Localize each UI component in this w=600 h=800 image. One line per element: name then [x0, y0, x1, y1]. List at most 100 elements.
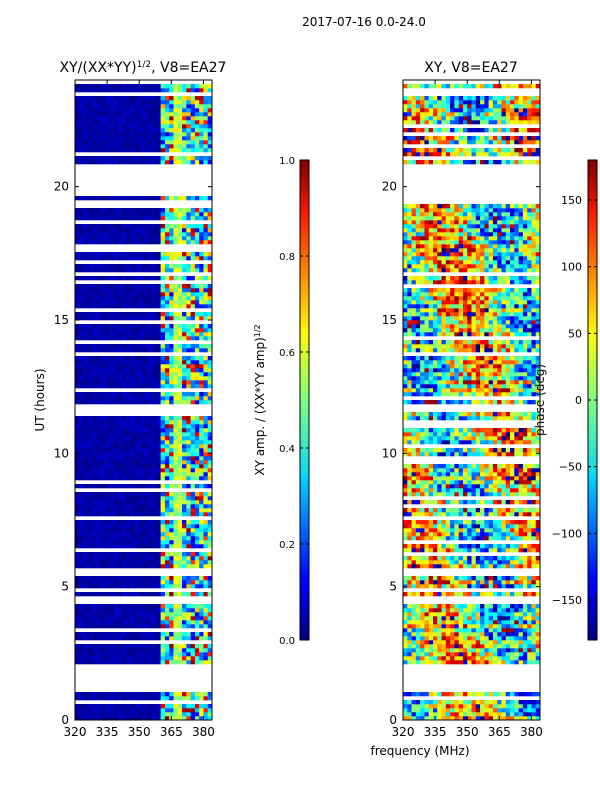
heatmap-cell [156, 484, 161, 489]
heatmap-cell [194, 116, 200, 121]
heatmap-cell [147, 296, 153, 301]
heatmap-cell [194, 400, 200, 405]
heatmap-cell [207, 648, 212, 653]
heatmap-cell [75, 316, 80, 321]
heatmap-cell [83, 616, 89, 621]
heatmap-cell [104, 484, 110, 489]
heatmap-cell [130, 704, 136, 709]
heatmap-cell [510, 560, 515, 565]
heatmap-cell [130, 508, 136, 513]
heatmap-cell [96, 252, 101, 257]
heatmap-cell [152, 604, 157, 609]
heatmap-cell [169, 536, 174, 541]
heatmap-cell [122, 356, 127, 361]
heatmap-cell [109, 344, 114, 349]
heatmap-cell [109, 332, 114, 337]
heatmap-cell [100, 492, 106, 497]
heatmap-cell [79, 112, 84, 117]
heatmap-cell [87, 160, 93, 165]
heatmap-cell [403, 616, 408, 621]
heatmap-cell [75, 616, 80, 621]
heatmap-cell [96, 708, 101, 713]
heatmap-cell [505, 624, 511, 629]
heatmap-cell [199, 108, 204, 113]
heatmap-cell [471, 616, 477, 621]
heatmap-cell [130, 436, 136, 441]
heatmap-cell [450, 716, 455, 720]
heatmap-cell [79, 224, 84, 229]
heatmap-cell [130, 100, 136, 105]
heatmap-cell [147, 612, 153, 617]
heatmap-cell [445, 660, 451, 665]
heatmap-cell [134, 648, 140, 653]
heatmap-cell [169, 284, 174, 289]
heatmap-cell [475, 520, 481, 525]
heatmap-cell [480, 628, 485, 633]
heatmap-cell [480, 580, 485, 585]
heatmap-cell [450, 548, 455, 553]
heatmap-cell [79, 116, 84, 121]
heatmap-cell [415, 608, 421, 613]
heatmap-cell [190, 344, 196, 349]
heatmap-cell [173, 328, 179, 333]
heatmap-cell [182, 324, 187, 329]
heatmap-cell [160, 160, 166, 165]
heatmap-cell [83, 264, 89, 269]
heatmap-cell [152, 592, 157, 597]
heatmap-cell [130, 444, 136, 449]
heatmap-cell [126, 476, 131, 481]
heatmap-cell [134, 228, 140, 233]
heatmap-cell [122, 292, 127, 297]
heatmap-cell [190, 156, 196, 161]
heatmap-cell [514, 524, 519, 529]
heatmap-cell [190, 136, 196, 141]
heatmap-cell [471, 492, 477, 497]
heatmap-cell [415, 584, 421, 589]
heatmap-cell [484, 564, 489, 569]
heatmap-cell [87, 440, 93, 445]
heatmap-cell [411, 488, 417, 493]
heatmap-cell [407, 492, 412, 497]
heatmap-cell [535, 716, 540, 720]
heatmap-cell [505, 500, 511, 505]
heatmap-cell [100, 428, 106, 433]
heatmap-cell [522, 500, 528, 505]
heatmap-cell [169, 552, 174, 557]
heatmap-cell [92, 452, 97, 457]
heatmap-cell [75, 704, 80, 709]
heatmap-cell [117, 500, 123, 505]
heatmap-cell [186, 212, 191, 217]
heatmap-cell [130, 124, 136, 129]
heatmap-cell [424, 528, 429, 533]
heatmap-cell [122, 492, 127, 497]
heatmap-cell [160, 156, 166, 161]
heatmap-cell [156, 692, 161, 697]
heatmap-cell [207, 96, 212, 101]
heatmap-cell [207, 240, 212, 245]
heatmap-cell [415, 536, 421, 541]
heatmap-cell [203, 116, 209, 121]
heatmap-cell [83, 400, 89, 405]
heatmap-cell [100, 116, 106, 121]
heatmap-cell [182, 268, 187, 273]
heatmap-cell [173, 584, 179, 589]
heatmap-cell [207, 344, 212, 349]
heatmap-cell [156, 524, 161, 529]
heatmap-cell [492, 528, 498, 533]
heatmap-cell [424, 584, 429, 589]
heatmap-cell [156, 652, 161, 657]
heatmap-cell [143, 256, 149, 261]
heatmap-cell [126, 612, 131, 617]
heatmap-cell [467, 612, 472, 617]
heatmap-cell [92, 224, 97, 229]
heatmap-cell [182, 460, 187, 465]
heatmap-cell [190, 216, 196, 221]
heatmap-cell [492, 532, 498, 537]
heatmap-cell [122, 536, 127, 541]
heatmap-cell [139, 500, 144, 505]
heatmap-cell [501, 628, 507, 633]
heatmap-cell [147, 496, 153, 501]
heatmap-cell [92, 716, 97, 720]
heatmap-cell [186, 660, 191, 665]
heatmap-cell [143, 500, 149, 505]
